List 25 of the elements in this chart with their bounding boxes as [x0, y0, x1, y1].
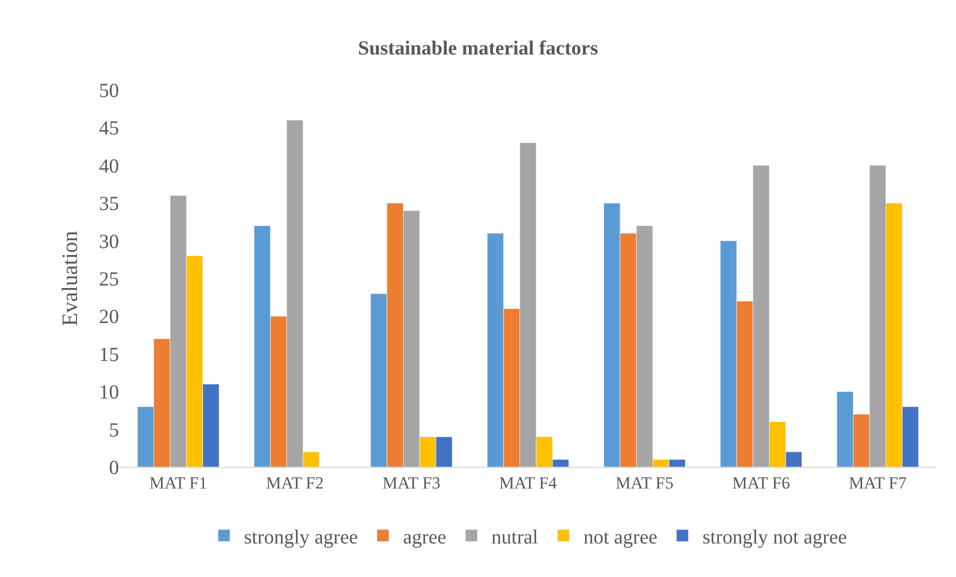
- legend-label: nutral: [491, 526, 538, 548]
- legend-label: strongly not agree: [702, 526, 847, 548]
- y-tick-label: 15: [99, 344, 119, 366]
- x-tick-label: MAT F1: [149, 473, 208, 492]
- chart-title: Sustainable material factors: [358, 37, 598, 60]
- y-axis-title: Evaluation: [56, 230, 82, 326]
- y-tick-label: 50: [99, 80, 119, 102]
- x-tick-label: MAT F3: [382, 473, 440, 492]
- y-tick-label: 40: [99, 155, 119, 178]
- y-tick-label: 0: [109, 457, 119, 479]
- legend-label: strongly agree: [244, 526, 358, 548]
- y-tick-label: 5: [109, 419, 119, 442]
- y-tick-label: 30: [99, 230, 119, 253]
- y-tick-label: 25: [99, 268, 119, 290]
- y-tick-label: 35: [99, 193, 119, 216]
- y-tick-label: 20: [99, 306, 119, 328]
- x-tick-label: MAT F5: [616, 473, 674, 492]
- x-tick-label: MAT F2: [266, 473, 324, 492]
- y-tick-label: 45: [99, 118, 119, 140]
- y-tick-label: 10: [99, 382, 119, 404]
- legend-label: not agree: [583, 526, 658, 548]
- x-tick-label: MAT F7: [848, 473, 908, 492]
- legend-label: agree: [402, 526, 446, 548]
- x-tick-label: MAT F6: [732, 473, 790, 492]
- x-tick-label: MAT F4: [499, 473, 558, 492]
